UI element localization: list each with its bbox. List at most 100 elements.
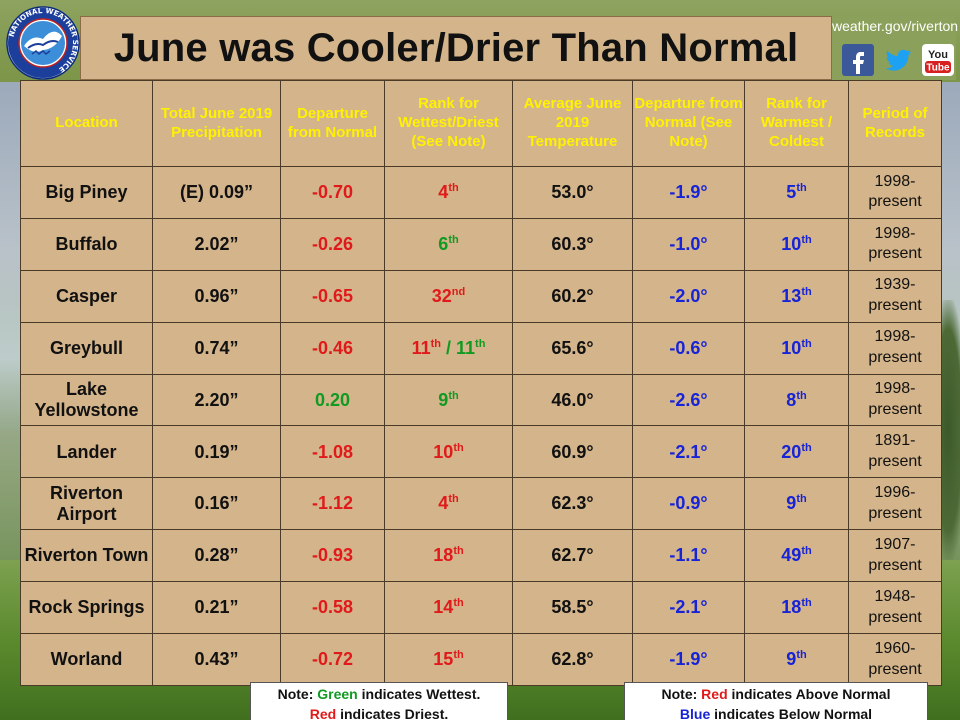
location-cell: Lake Yellowstone	[20, 373, 153, 427]
temp-departure-cell: -2.1°	[632, 581, 745, 635]
rank-suffix: th	[801, 285, 812, 298]
precip-departure-cell: -1.08	[280, 425, 385, 479]
rank-value: 11	[456, 337, 476, 358]
period-cell: 1907-present	[848, 529, 942, 583]
rank-suffix: th	[796, 389, 807, 402]
precip-cell: 2.20”	[152, 373, 281, 427]
twitter-icon[interactable]	[882, 44, 914, 76]
svg-text:Tube: Tube	[926, 63, 950, 74]
rank-suffix: th	[801, 597, 812, 610]
temp-rank-cell: 9th	[744, 477, 849, 531]
rank-value: 6	[438, 233, 449, 254]
temp-rank-cell: 5th	[744, 166, 849, 219]
temp-rank-cell: 49th	[744, 529, 849, 583]
rank-suffix: th	[448, 233, 459, 246]
precip-departure-cell: 0.20	[280, 373, 385, 427]
rank-value: 18	[781, 597, 802, 618]
header-temp-departure: Departure from Normal (See Note)	[632, 80, 745, 167]
wet-rank-cell: 15th	[384, 633, 513, 686]
precip-cell: 0.19”	[152, 425, 281, 479]
table-row: Worland 0.43” -0.72 15th 62.8° -1.9° 9th 1960-p…	[20, 633, 942, 686]
temp-cell: 53.0°	[512, 166, 633, 219]
precip-cell: 0.16”	[152, 477, 281, 531]
header-temp: Average June 2019 Temperature	[512, 80, 633, 167]
precip-departure-cell: -1.12	[280, 477, 385, 531]
period-cell: 1998-present	[848, 166, 942, 219]
table-row: Riverton Town 0.28” -0.93 18th 62.7° -1.1° 49t…	[20, 529, 942, 583]
period-cell: 1996-present	[848, 477, 942, 531]
precip-cell: 0.43”	[152, 633, 281, 686]
location-cell: Worland	[20, 633, 153, 686]
social-panel: weather.gov/riverton You Tube	[832, 16, 959, 80]
title-box: June was Cooler/Drier Than Normal	[80, 16, 832, 80]
rank-value: 10	[781, 337, 802, 358]
period-cell: 1960-present	[848, 633, 942, 686]
temp-departure-cell: -1.9°	[632, 166, 745, 219]
svg-text:You: You	[928, 49, 948, 61]
rank-suffix: th	[448, 182, 459, 195]
wet-rank-cell: 6th	[384, 217, 513, 271]
rank-value: 8	[786, 389, 797, 410]
rank-value: 13	[781, 285, 802, 306]
temp-cell: 65.6°	[512, 321, 633, 375]
temp-cell: 62.7°	[512, 529, 633, 583]
rank-suffix: th	[801, 233, 812, 246]
temp-rank-cell: 8th	[744, 373, 849, 427]
rank-suffix: th	[475, 337, 486, 350]
precip-cell: 0.21”	[152, 581, 281, 635]
location-cell: Rock Springs	[20, 581, 153, 635]
temp-departure-cell: -0.9°	[632, 477, 745, 531]
location-cell: Greybull	[20, 321, 153, 375]
rank-value: 32	[431, 285, 452, 306]
table-header-row: Location Total June 2019 Precipitation D…	[20, 80, 942, 167]
rank-suffix: th	[453, 649, 464, 662]
period-cell: 1998-present	[848, 217, 942, 271]
rank-separator: /	[440, 337, 456, 358]
precip-departure-cell: -0.70	[280, 166, 385, 219]
header-precip-departure: Departure from Normal	[280, 80, 385, 167]
temp-rank-cell: 18th	[744, 581, 849, 635]
rank-suffix: th	[430, 337, 441, 350]
nws-logo: NATIONAL WEATHER SERVICE	[6, 6, 80, 80]
location-cell: Lander	[20, 425, 153, 479]
rank-suffix: th	[796, 649, 807, 662]
table-row: Rock Springs 0.21” -0.58 14th 58.5° -2.1° 18th…	[20, 581, 942, 635]
temp-cell: 46.0°	[512, 373, 633, 427]
header-temp-rank: Rank for Warmest / Coldest	[744, 80, 849, 167]
rank-value: 10	[433, 441, 454, 462]
rank-value: 49	[781, 545, 802, 566]
precip-cell: 0.28”	[152, 529, 281, 583]
rank-suffix: th	[453, 441, 464, 454]
rank-suffix: th	[448, 493, 459, 506]
period-cell: 1998-present	[848, 373, 942, 427]
temp-rank-cell: 20th	[744, 425, 849, 479]
location-cell: Casper	[20, 269, 153, 323]
website-link[interactable]: weather.gov/riverton	[832, 18, 959, 34]
rank-value: 10	[781, 233, 802, 254]
wet-rank-cell: 32nd	[384, 269, 513, 323]
climate-table: Location Total June 2019 Precipitation D…	[20, 80, 942, 686]
rank-suffix: th	[801, 337, 812, 350]
rank-suffix: nd	[451, 285, 466, 298]
wet-rank-cell: 4th	[384, 477, 513, 531]
wet-rank-cell: 18th	[384, 529, 513, 583]
precip-departure-cell: -0.26	[280, 217, 385, 271]
note-above-below-normal: Note: Red indicates Above Normal Blue in…	[624, 682, 928, 720]
rank-suffix: th	[796, 182, 807, 195]
rank-value: 11	[411, 337, 431, 358]
rank-suffix: th	[453, 597, 464, 610]
youtube-icon[interactable]: You Tube	[922, 44, 954, 76]
facebook-icon[interactable]	[842, 44, 874, 76]
rank-suffix: th	[448, 389, 459, 402]
location-cell: Buffalo	[20, 217, 153, 271]
wet-rank-cell: 11th / 11th	[384, 321, 513, 375]
rank-value: 14	[433, 597, 454, 618]
location-cell: Riverton Airport	[20, 477, 153, 531]
table-row: Buffalo 2.02” -0.26 6th 60.3° -1.0° 10th 1998-p…	[20, 217, 942, 271]
wet-rank-cell: 14th	[384, 581, 513, 635]
temp-rank-cell: 13th	[744, 269, 849, 323]
table-row: Greybull 0.74” -0.46 11th / 11th 65.6° -0.6° 1…	[20, 321, 942, 375]
precip-departure-cell: -0.93	[280, 529, 385, 583]
precip-cell: 0.96”	[152, 269, 281, 323]
temp-departure-cell: -1.9°	[632, 633, 745, 686]
